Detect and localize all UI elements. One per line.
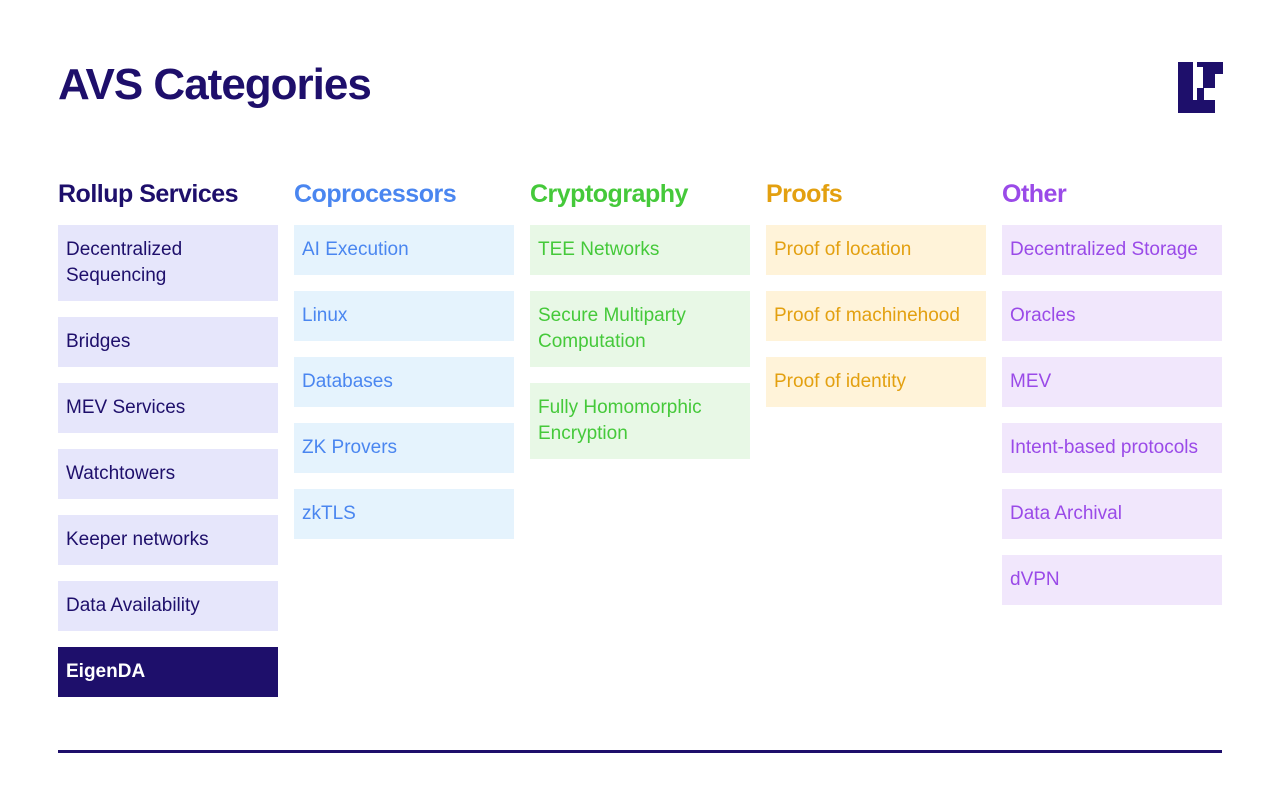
category-heading: Rollup Services [58,180,239,208]
category-item: Decentralized Storage [1002,225,1222,275]
category-item: Linux [294,291,514,341]
category-heading: Coprocessors [294,180,457,208]
category-item: Keeper networks [58,515,278,565]
category-item: TEE Networks [530,225,750,275]
category-item: AI Execution [294,225,514,275]
page-title: AVS Categories [58,60,372,109]
category-item: Fully Homomorphic Encryption [530,383,750,459]
category-item: Bridges [58,317,278,367]
category-item: zkTLS [294,489,514,539]
category-item: MEV Services [58,383,278,433]
category-item: Proof of location [766,225,986,275]
category-column: Other Decentralized Storage Oracles MEV Inte… [1002,180,1222,621]
category-column: Coprocessors AI Execution Linux Databases ZK… [294,180,514,555]
category-item: dVPN [1002,555,1222,605]
category-item: MEV [1002,357,1222,407]
bottom-divider [58,750,1222,753]
category-item: EigenDA [58,647,278,697]
eigen-logo-icon [1178,62,1224,118]
category-item: Decentralized Sequencing [58,225,278,301]
category-heading: Proofs [766,180,843,208]
category-item: Watchtowers [58,449,278,499]
category-heading: Cryptography [530,180,688,208]
category-item: Databases [294,357,514,407]
category-item: Secure Multiparty Computation [530,291,750,367]
category-item: Oracles [1002,291,1222,341]
category-item: Proof of machinehood [766,291,986,341]
category-item: Data Availability [58,581,278,631]
category-heading: Other [1002,180,1067,208]
category-item: Proof of identity [766,357,986,407]
category-item: Intent-based protocols [1002,423,1222,473]
category-column: Cryptography TEE Networks Secure Multipart… [530,180,750,475]
category-column: Proofs Proof of location Proof of machineh… [766,180,986,423]
category-item: ZK Provers [294,423,514,473]
category-column: Rollup Services Decentralized Sequencing B… [58,180,278,713]
category-item: Data Archival [1002,489,1222,539]
